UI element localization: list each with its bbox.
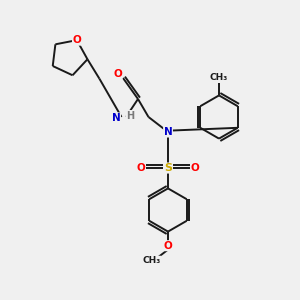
Text: S: S — [164, 163, 172, 173]
Text: O: O — [73, 35, 81, 45]
Text: CH₃: CH₃ — [143, 256, 161, 265]
Text: O: O — [190, 163, 200, 173]
Text: CH₃: CH₃ — [210, 73, 228, 82]
Text: N: N — [112, 113, 121, 123]
Text: O: O — [136, 163, 146, 173]
Text: N: N — [164, 127, 172, 137]
Text: O: O — [113, 69, 122, 80]
Text: H: H — [126, 110, 134, 121]
Text: O: O — [164, 241, 172, 251]
